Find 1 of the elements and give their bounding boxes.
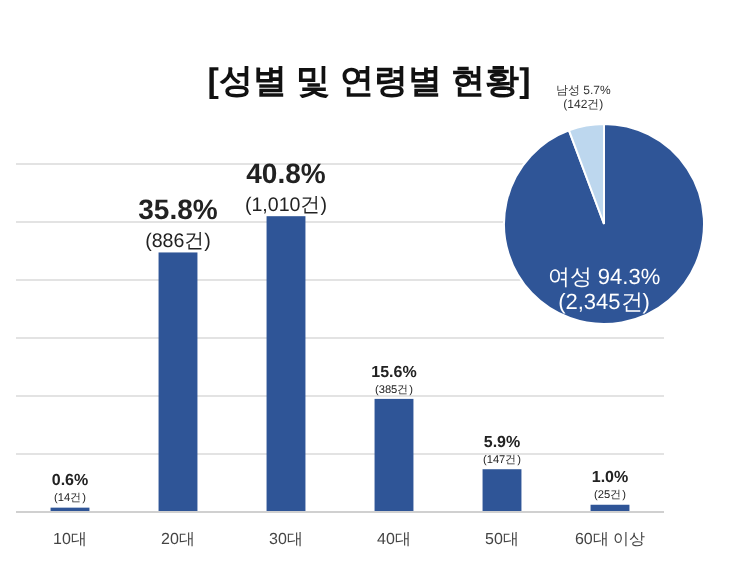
title: [성별 및 연령별 현황] [207,62,531,100]
